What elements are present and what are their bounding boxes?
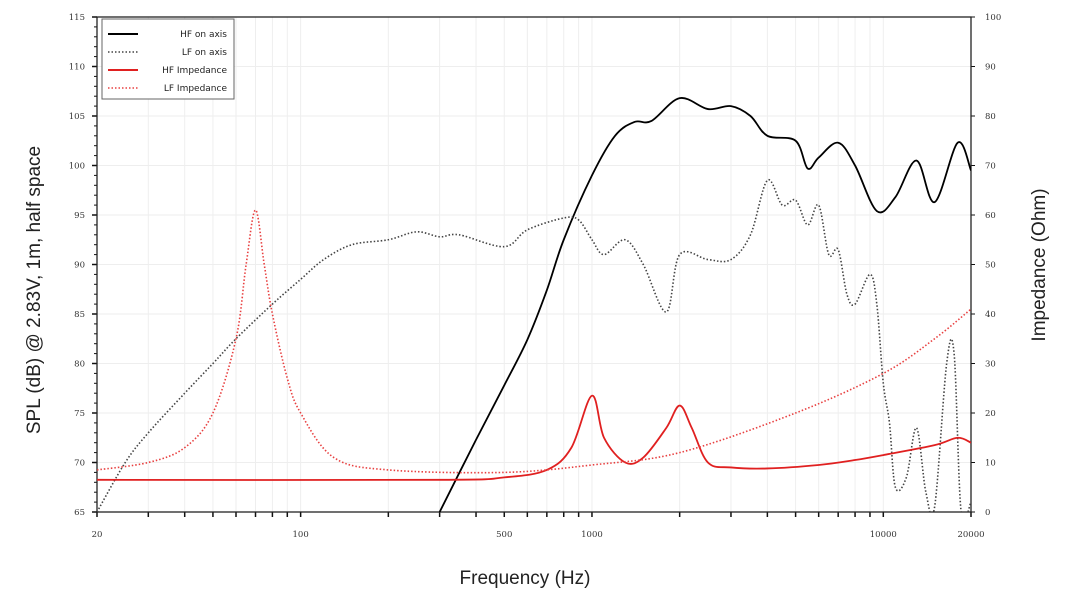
x-tick-label: 500 [496, 530, 512, 540]
plot-frame [96, 16, 972, 513]
y-tick-label: 90 [74, 261, 85, 271]
y2-tick-label: 70 [985, 162, 996, 172]
y-tick-label: 65 [74, 508, 85, 518]
legend-label: HF on axis [180, 30, 227, 40]
legend-label: LF on axis [182, 48, 227, 58]
y-tick-label: 70 [74, 459, 85, 469]
y-tick-label: 75 [74, 409, 85, 419]
y-axis-label: SPL (dB) @ 2.83V, 1m, half space [24, 145, 45, 435]
series-line-lf-on-axis [97, 179, 971, 512]
y-tick-label: 105 [69, 112, 85, 122]
y-tick-label: 115 [69, 13, 85, 23]
y2-tick-label: 80 [985, 112, 996, 122]
legend-label: HF Impedance [162, 66, 227, 76]
y2-tick-label: 10 [985, 459, 996, 469]
x-tick-label: 20000 [957, 530, 984, 540]
y2-tick-label: 50 [985, 261, 996, 271]
y2-tick-label: 100 [985, 13, 1001, 23]
y2-tick-label: 90 [985, 63, 996, 73]
y2-axis-label: Impedance (Ohm) [1029, 188, 1050, 342]
x-tick-label: 20 [92, 530, 103, 540]
y-tick-label: 85 [74, 310, 85, 320]
y-tick-label: 95 [74, 211, 85, 221]
legend-box [101, 18, 235, 100]
y-tick-label: 80 [74, 360, 85, 370]
y2-tick-label: 0 [985, 508, 990, 518]
y2-tick-label: 20 [985, 409, 996, 419]
series-line-lf-impedance [97, 209, 971, 474]
series-line-hf-on-axis [438, 97, 971, 512]
legend-label: LF Impedance [164, 84, 228, 94]
y-tick-label: 100 [69, 162, 85, 172]
y2-tick-label: 30 [985, 360, 996, 370]
series-line-hf-impedance [97, 394, 971, 481]
y-tick-label: 110 [69, 63, 85, 73]
x-tick-label: 100 [293, 530, 309, 540]
y2-tick-label: 40 [985, 310, 996, 320]
y2-tick-label: 60 [985, 211, 996, 221]
x-axis-label: Frequency (Hz) [459, 568, 591, 589]
x-tick-label: 1000 [581, 530, 603, 540]
x-tick-label: 10000 [870, 530, 897, 540]
